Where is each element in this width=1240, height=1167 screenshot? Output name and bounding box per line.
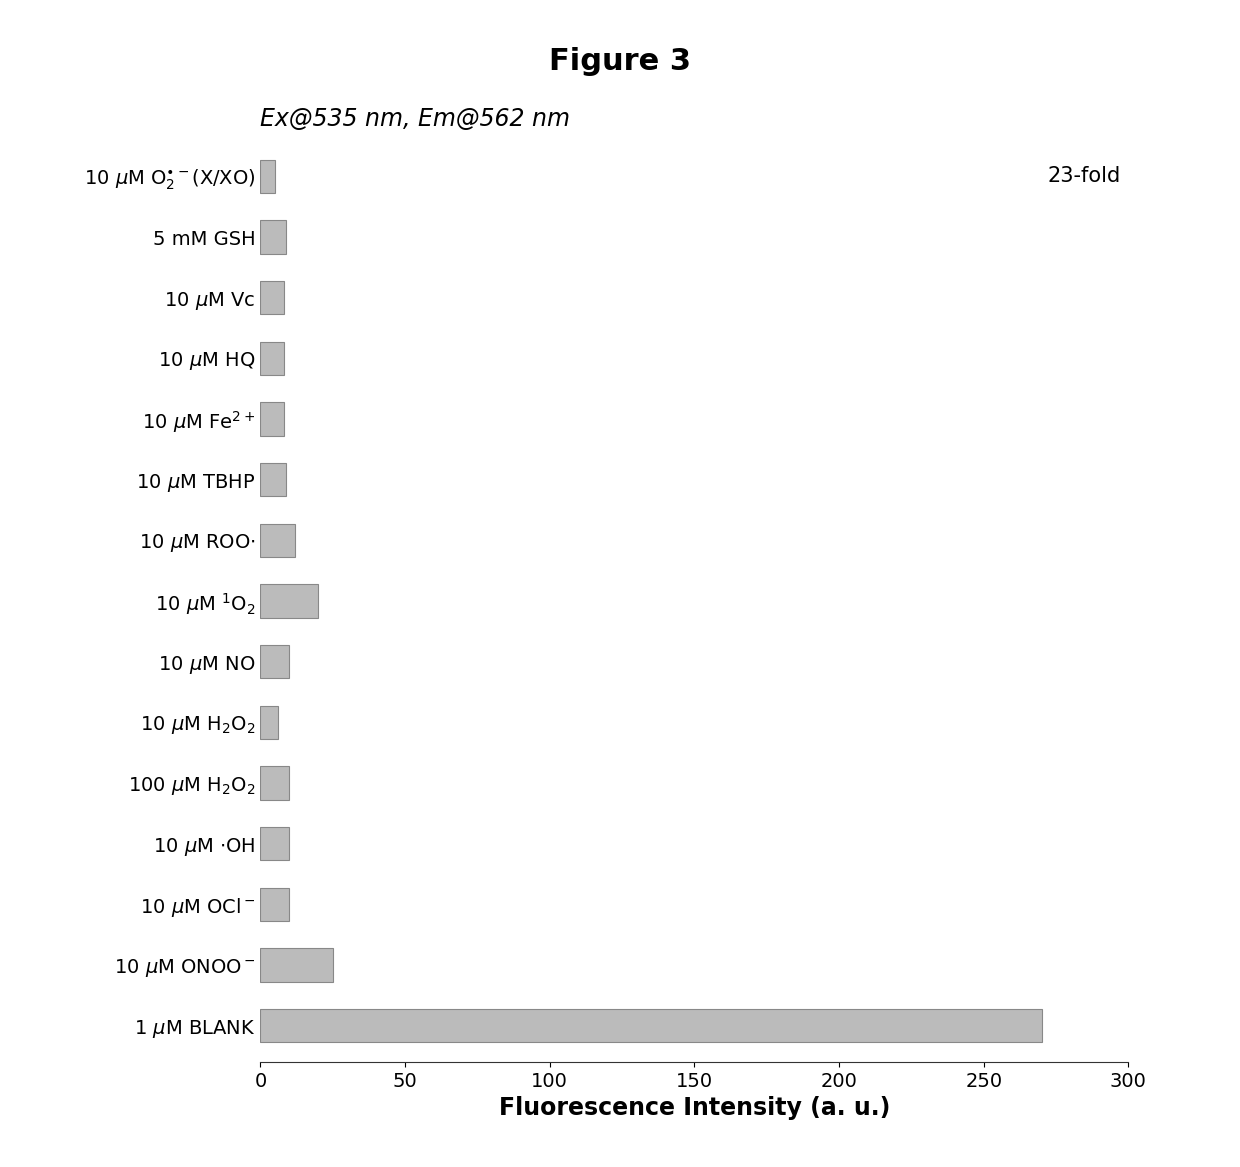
Bar bbox=[260, 1009, 1042, 1042]
Bar bbox=[260, 767, 289, 799]
Bar bbox=[260, 463, 286, 496]
Bar bbox=[260, 706, 278, 739]
X-axis label: Fluorescence Intensity (a. u.): Fluorescence Intensity (a. u.) bbox=[498, 1096, 890, 1120]
Text: 23-fold: 23-fold bbox=[1048, 167, 1121, 187]
Text: Figure 3: Figure 3 bbox=[549, 47, 691, 76]
Bar bbox=[260, 221, 286, 253]
Bar bbox=[260, 524, 295, 557]
Bar bbox=[260, 281, 284, 314]
Bar bbox=[260, 827, 289, 860]
Bar bbox=[260, 342, 284, 375]
Bar bbox=[260, 403, 284, 435]
Bar bbox=[260, 645, 289, 678]
Bar bbox=[260, 949, 332, 981]
Bar bbox=[260, 160, 275, 193]
Bar bbox=[260, 888, 289, 921]
Text: Ex@535 nm, Em@562 nm: Ex@535 nm, Em@562 nm bbox=[260, 107, 570, 131]
Bar bbox=[260, 585, 319, 617]
